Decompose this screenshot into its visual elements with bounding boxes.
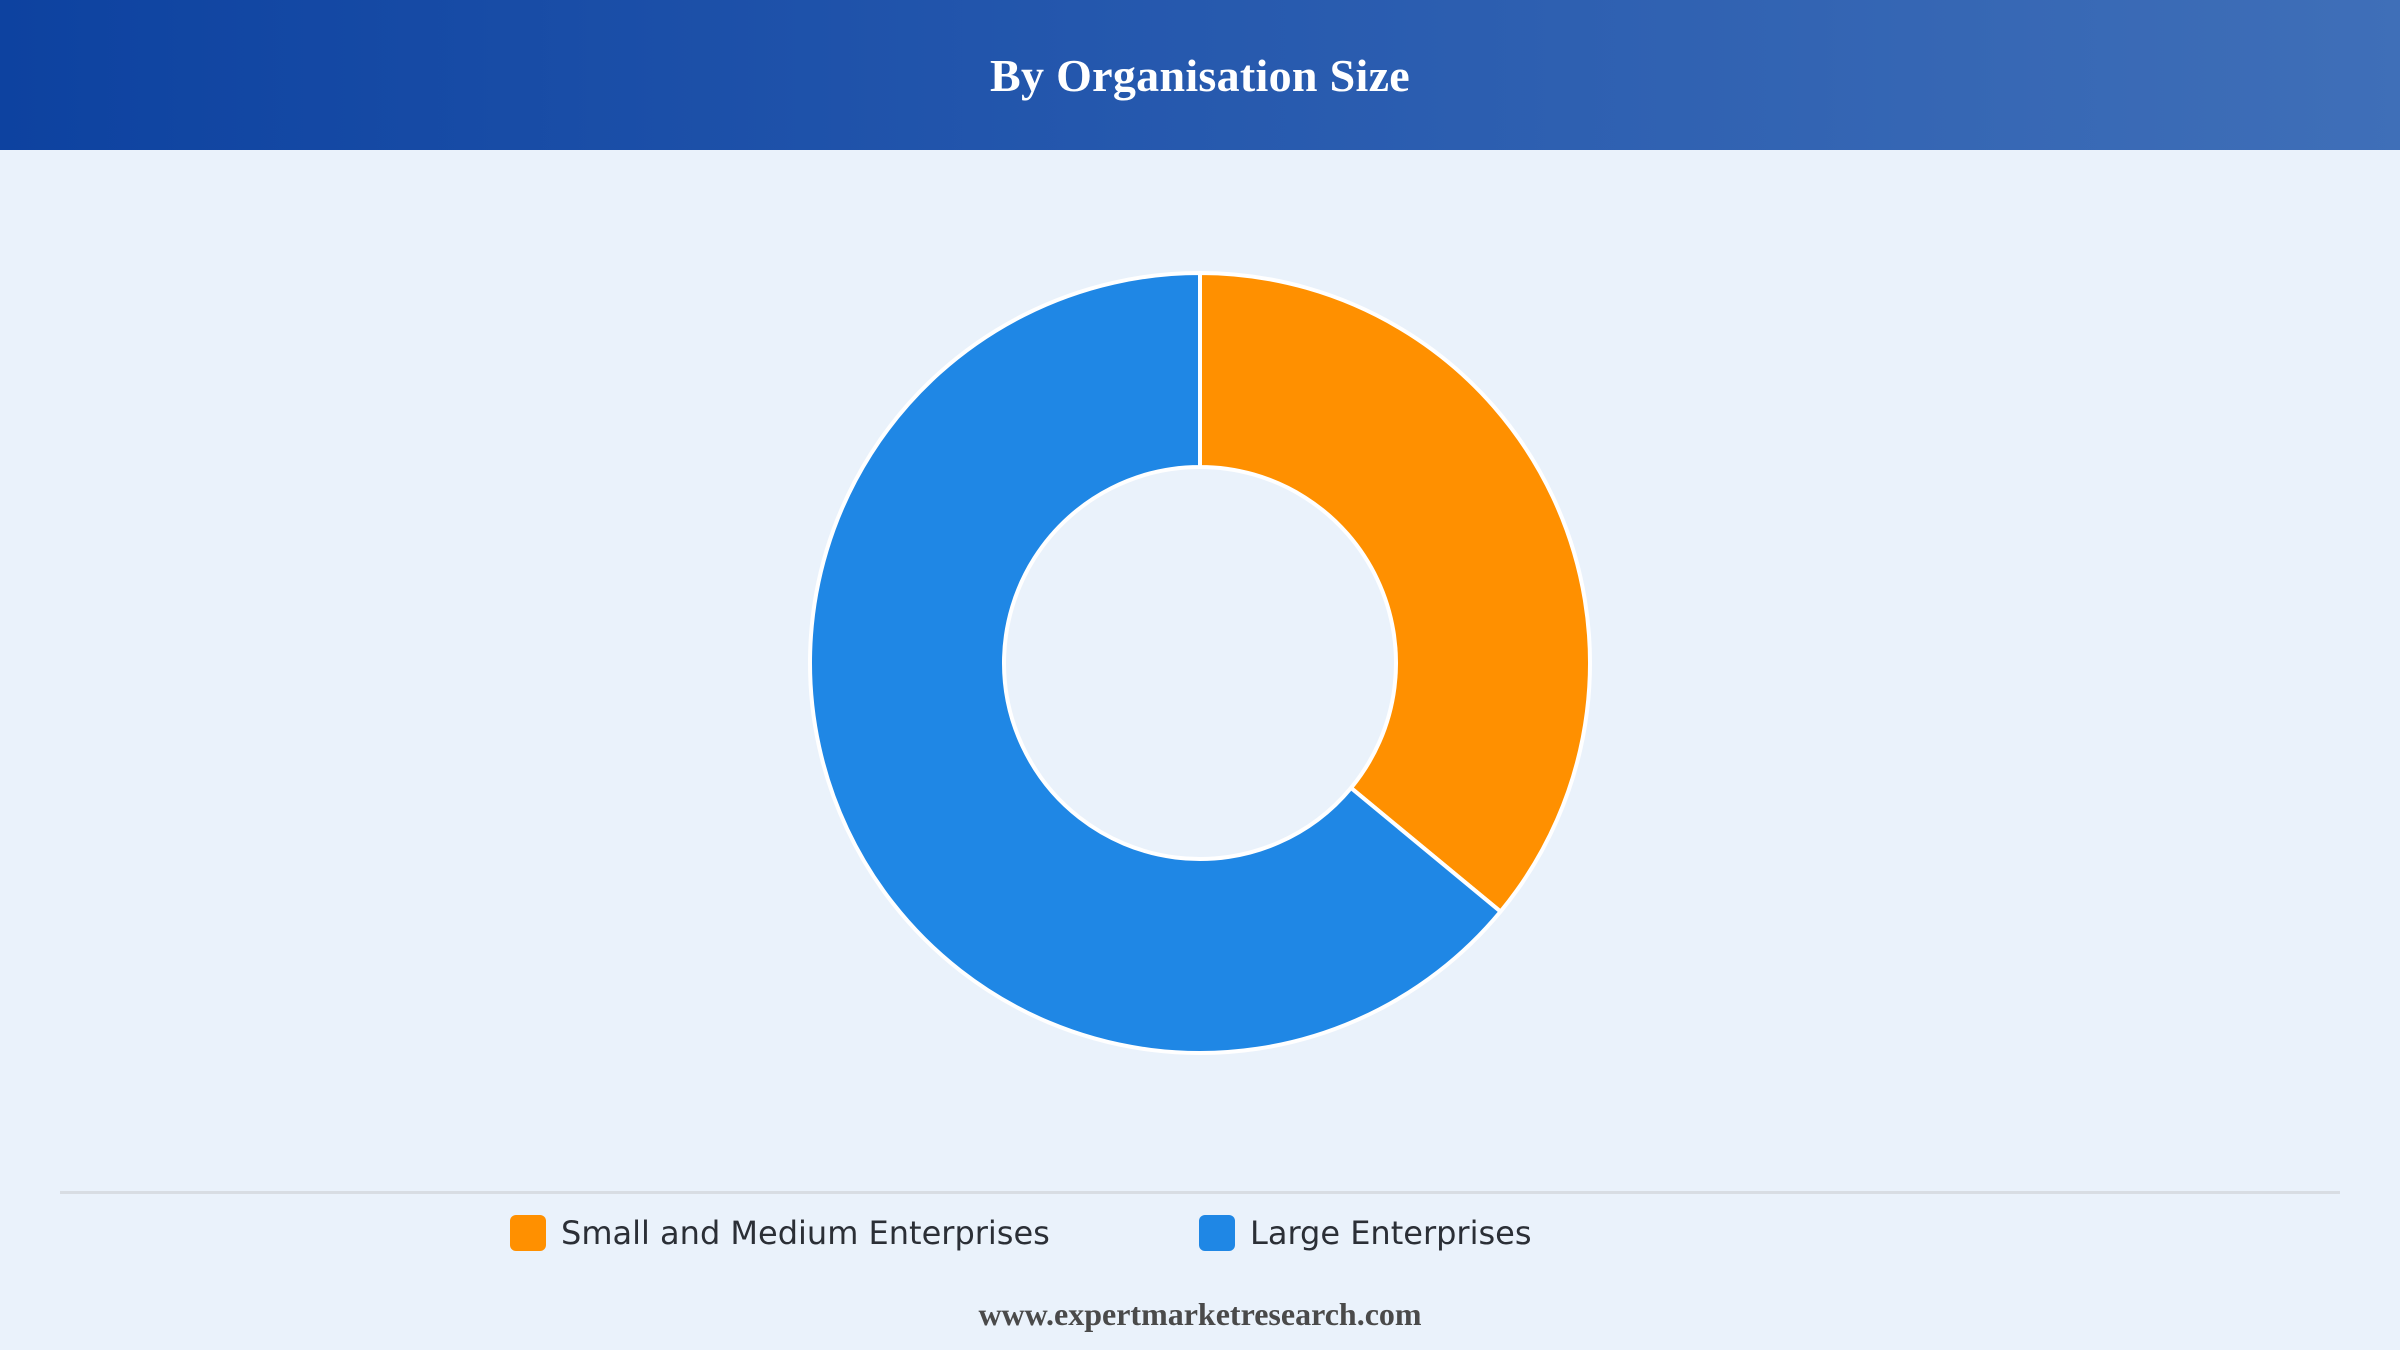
legend-item-sme[interactable]: Small and Medium Enterprises (510, 1205, 1050, 1261)
donut-slice-large[interactable] (808, 271, 1503, 1055)
legend-label-large: Large Enterprises (1250, 1214, 1532, 1252)
legend-item-large[interactable]: Large Enterprises (1199, 1205, 1531, 1261)
legend-swatch-large (1199, 1215, 1235, 1251)
source-url: www.expertmarketresearch.com (978, 1296, 1422, 1332)
chart-area (0, 150, 2400, 1190)
donut-chart (808, 271, 1592, 1055)
chart-legend: Small and Medium Enterprises Large Enter… (0, 1205, 2400, 1261)
chart-header: By Organisation Size (0, 0, 2400, 150)
legend-swatch-sme (510, 1215, 546, 1251)
donut-slice-sme[interactable] (1198, 271, 1592, 914)
chart-title: By Organisation Size (989, 49, 1411, 101)
legend-label-sme: Small and Medium Enterprises (561, 1214, 1050, 1252)
legend-divider (60, 1191, 2340, 1194)
